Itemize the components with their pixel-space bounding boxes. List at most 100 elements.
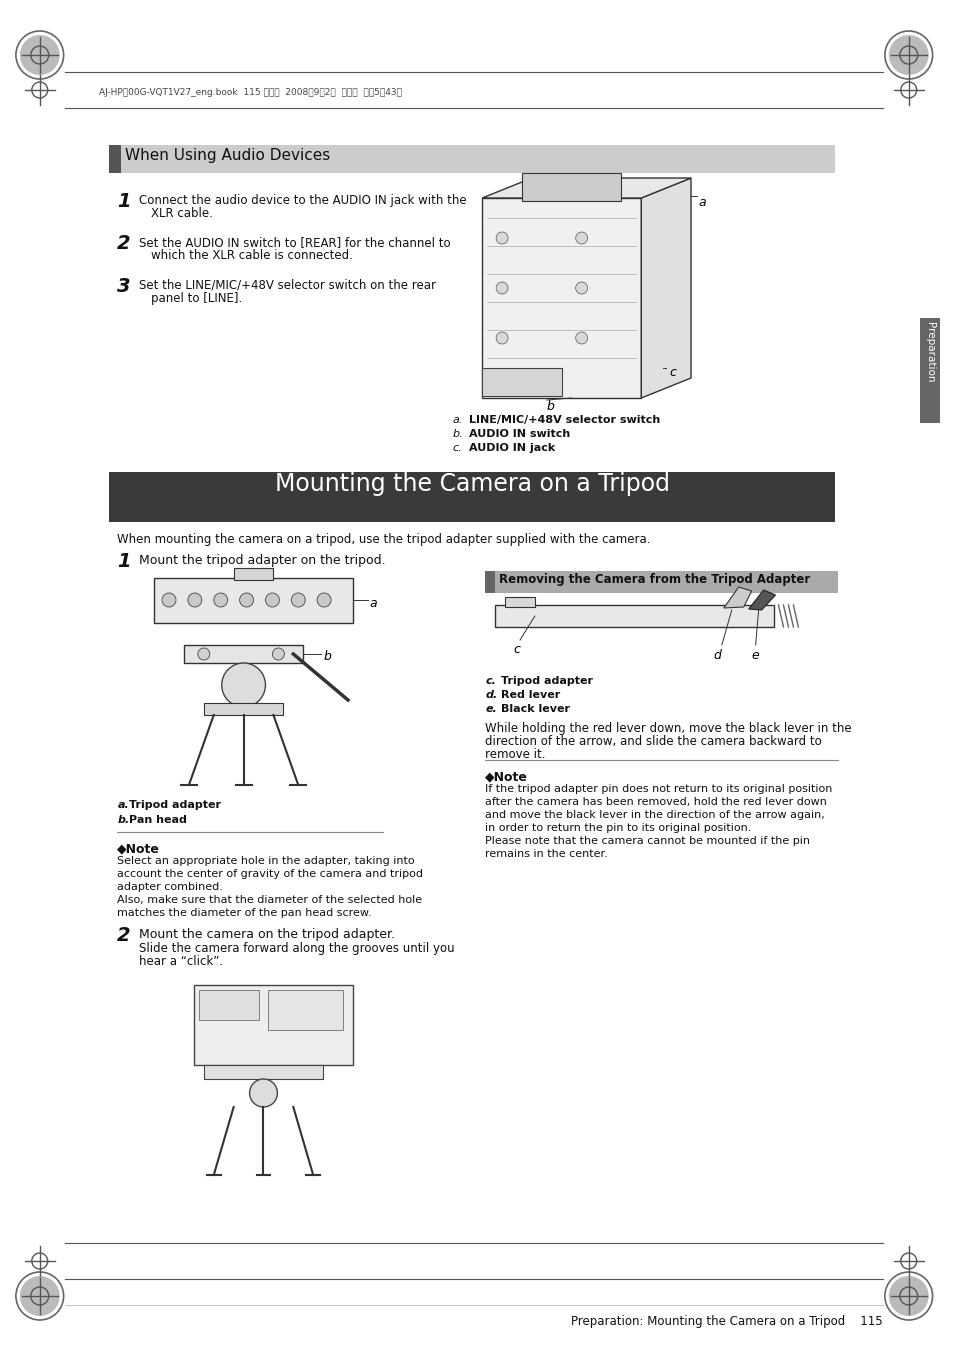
Circle shape: [496, 232, 508, 245]
Text: hear a “click”.: hear a “click”.: [139, 955, 223, 969]
Bar: [495, 605, 773, 627]
Polygon shape: [723, 586, 751, 608]
Text: c.: c.: [485, 676, 496, 686]
Circle shape: [575, 232, 587, 245]
Text: a.: a.: [117, 800, 129, 811]
Polygon shape: [481, 199, 640, 399]
Polygon shape: [640, 178, 690, 399]
Text: b.: b.: [452, 430, 462, 439]
Bar: [110, 471, 834, 521]
Text: Preparation: Mounting the Camera on a Tripod    115: Preparation: Mounting the Camera on a Tr…: [571, 1315, 882, 1328]
Bar: [110, 145, 834, 173]
Text: 1: 1: [117, 553, 131, 571]
Text: Please note that the camera cannot be mounted if the pin: Please note that the camera cannot be mo…: [485, 836, 809, 846]
Text: XLR cable.: XLR cable.: [151, 207, 213, 220]
Bar: [919, 317, 939, 423]
Bar: [485, 571, 838, 593]
Text: AJ-HP㈧00G-VQT1V27_eng.book  115 ページ  2008年9月2日  火曜日  午後5時43分: AJ-HP㈧00G-VQT1V27_eng.book 115 ページ 2008年…: [99, 88, 402, 97]
Text: which the XLR cable is connected.: which the XLR cable is connected.: [151, 249, 353, 262]
Text: c: c: [513, 643, 519, 657]
Text: When Using Audio Devices: When Using Audio Devices: [125, 149, 330, 163]
Text: Mount the tripod adapter on the tripod.: Mount the tripod adapter on the tripod.: [139, 554, 385, 567]
Text: a.: a.: [452, 415, 462, 426]
Bar: [110, 145, 121, 173]
Text: Tripod adapter: Tripod adapter: [129, 800, 221, 811]
Text: LINE/MIC/+48V selector switch: LINE/MIC/+48V selector switch: [469, 415, 659, 426]
Text: direction of the arrow, and slide the camera backward to: direction of the arrow, and slide the ca…: [485, 735, 821, 748]
Circle shape: [162, 593, 175, 607]
Polygon shape: [481, 178, 690, 199]
Circle shape: [575, 332, 587, 345]
Text: Red lever: Red lever: [500, 690, 559, 700]
Text: Slide the camera forward along the grooves until you: Slide the camera forward along the groov…: [139, 942, 455, 955]
Text: remove it.: remove it.: [485, 748, 545, 761]
Bar: [268, 990, 343, 1029]
Bar: [204, 1065, 323, 1079]
Text: b: b: [323, 650, 331, 663]
Text: While holding the red lever down, move the black lever in the: While holding the red lever down, move t…: [485, 721, 851, 735]
Text: remains in the center.: remains in the center.: [485, 848, 607, 859]
Text: c: c: [668, 366, 676, 380]
Text: a: a: [370, 597, 377, 611]
Text: a: a: [699, 196, 706, 209]
Text: Preparation: Preparation: [923, 322, 934, 382]
Circle shape: [239, 593, 253, 607]
Text: Set the AUDIO IN switch to [REAR] for the channel to: Set the AUDIO IN switch to [REAR] for th…: [139, 236, 451, 249]
Circle shape: [213, 593, 228, 607]
Text: panel to [LINE].: panel to [LINE].: [151, 292, 242, 305]
Bar: [521, 173, 620, 201]
Bar: [481, 367, 561, 396]
Text: Connect the audio device to the AUDIO IN jack with the: Connect the audio device to the AUDIO IN…: [139, 195, 466, 207]
Text: c.: c.: [452, 443, 461, 453]
Bar: [184, 644, 303, 663]
Circle shape: [888, 35, 927, 76]
Circle shape: [496, 332, 508, 345]
Text: adapter combined.: adapter combined.: [117, 882, 223, 892]
Text: Mount the camera on the tripod adapter.: Mount the camera on the tripod adapter.: [139, 928, 395, 942]
Bar: [485, 571, 495, 593]
Text: ◆Note: ◆Note: [117, 842, 160, 855]
Bar: [204, 703, 283, 715]
Text: Pan head: Pan head: [129, 815, 187, 825]
Text: Removing the Camera from the Tripod Adapter: Removing the Camera from the Tripod Adap…: [498, 573, 809, 586]
Text: b: b: [546, 400, 554, 413]
Text: When mounting the camera on a tripod, use the tripod adapter supplied with the c: When mounting the camera on a tripod, us…: [117, 534, 650, 546]
Text: AUDIO IN switch: AUDIO IN switch: [469, 430, 570, 439]
Text: AUDIO IN jack: AUDIO IN jack: [469, 443, 555, 453]
Text: b.: b.: [117, 815, 130, 825]
Text: 3: 3: [117, 277, 131, 296]
Circle shape: [265, 593, 279, 607]
Text: and move the black lever in the direction of the arrow again,: and move the black lever in the directio…: [485, 811, 824, 820]
Bar: [154, 578, 353, 623]
Text: Black lever: Black lever: [500, 704, 570, 713]
Circle shape: [316, 593, 331, 607]
Bar: [233, 567, 274, 580]
Bar: [198, 990, 258, 1020]
Text: d.: d.: [485, 690, 497, 700]
Bar: [193, 985, 353, 1065]
Text: d: d: [713, 648, 721, 662]
Text: Also, make sure that the diameter of the selected hole: Also, make sure that the diameter of the…: [117, 894, 422, 905]
Circle shape: [188, 593, 202, 607]
Text: matches the diameter of the pan head screw.: matches the diameter of the pan head scr…: [117, 908, 372, 917]
Text: If the tripod adapter pin does not return to its original position: If the tripod adapter pin does not retur…: [485, 784, 832, 794]
Circle shape: [575, 282, 587, 295]
Circle shape: [250, 1079, 277, 1106]
Text: Mounting the Camera on a Tripod: Mounting the Camera on a Tripod: [274, 471, 669, 496]
Text: 2: 2: [117, 925, 131, 944]
Text: after the camera has been removed, hold the red lever down: after the camera has been removed, hold …: [485, 797, 826, 807]
Circle shape: [197, 648, 210, 661]
Circle shape: [221, 663, 265, 707]
Text: Tripod adapter: Tripod adapter: [500, 676, 593, 686]
Text: e: e: [751, 648, 759, 662]
Circle shape: [291, 593, 305, 607]
Text: 1: 1: [117, 192, 131, 211]
Bar: [504, 597, 535, 607]
Polygon shape: [748, 590, 775, 611]
Text: Select an appropriate hole in the adapter, taking into: Select an appropriate hole in the adapte…: [117, 857, 415, 866]
Text: 2: 2: [117, 234, 131, 253]
Circle shape: [20, 35, 60, 76]
Text: Set the LINE/MIC/+48V selector switch on the rear: Set the LINE/MIC/+48V selector switch on…: [139, 280, 436, 292]
Text: account the center of gravity of the camera and tripod: account the center of gravity of the cam…: [117, 869, 423, 880]
Circle shape: [20, 1275, 60, 1316]
